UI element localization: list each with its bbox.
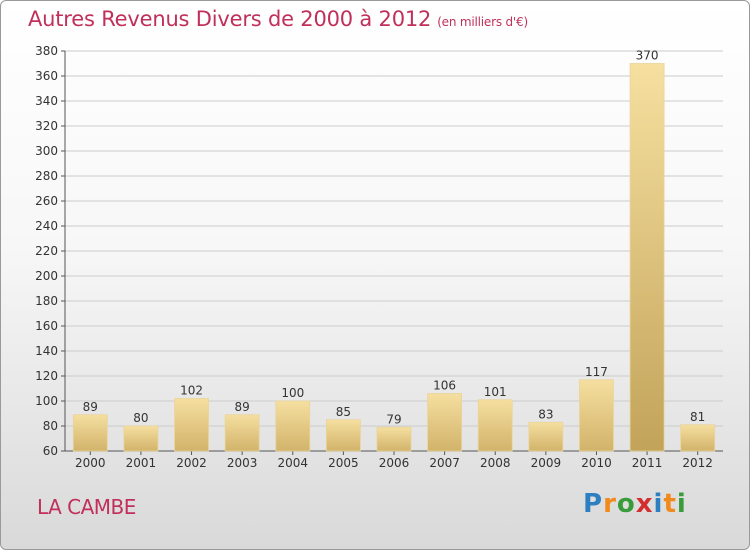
place-name: LA CAMBE	[37, 495, 136, 519]
logo-letter: x	[635, 489, 654, 519]
y-tick-label: 140	[35, 344, 58, 358]
bar-value-label: 101	[484, 385, 507, 399]
bar-value-label: 83	[538, 407, 553, 421]
bar-value-label: 89	[235, 400, 250, 414]
chart-title: Autres Revenus Divers de 2000 à 2012 (en …	[28, 7, 528, 31]
bar-value-label: 80	[133, 411, 148, 425]
bar-value-label: 85	[336, 405, 351, 419]
chart-subtitle: (en milliers d'€)	[437, 15, 528, 29]
bar	[629, 63, 665, 452]
x-tick-label: 2001	[126, 456, 157, 470]
y-tick-label: 340	[35, 94, 58, 108]
logo-letter: i	[676, 489, 687, 519]
x-tick-label: 2007	[429, 456, 460, 470]
x-tick-label: 2009	[531, 456, 562, 470]
y-tick-label: 320	[35, 119, 58, 133]
y-tick-label: 180	[35, 294, 58, 308]
bar	[528, 421, 564, 452]
bar	[427, 393, 463, 452]
x-tick-label: 2002	[176, 456, 207, 470]
bar	[477, 399, 513, 452]
x-tick-label: 2008	[480, 456, 511, 470]
y-tick-label: 200	[35, 269, 58, 283]
bar	[376, 426, 412, 452]
logo-letter: r	[603, 489, 617, 519]
bar	[325, 419, 361, 452]
y-tick-label: 240	[35, 219, 58, 233]
y-tick-label: 80	[43, 419, 58, 433]
proxiti-logo[interactable]: Proxiti	[583, 489, 687, 519]
bar-value-label: 102	[180, 384, 203, 398]
y-tick-label: 120	[35, 369, 58, 383]
bar	[174, 398, 209, 452]
x-tick-label: 2012	[682, 456, 713, 470]
logo-letter: o	[616, 489, 636, 519]
bar	[72, 414, 108, 452]
bar	[275, 400, 311, 452]
y-tick-label: 300	[35, 144, 58, 158]
bar-value-label: 79	[386, 412, 401, 426]
y-tick-label: 360	[35, 69, 58, 83]
logo-letter: P	[583, 489, 604, 519]
y-tick-label: 100	[35, 394, 58, 408]
bar-value-label: 81	[690, 410, 705, 424]
y-tick-label: 280	[35, 169, 58, 183]
bar-value-label: 89	[83, 400, 98, 414]
bar	[579, 379, 614, 452]
x-tick-label: 2011	[632, 456, 663, 470]
logo-letter: i	[653, 489, 664, 519]
x-tick-label: 2010	[581, 456, 612, 470]
y-tick-label: 380	[35, 44, 58, 58]
bar-value-label: 106	[433, 379, 456, 393]
bar-value-label: 117	[585, 365, 608, 379]
x-tick-label: 2005	[328, 456, 359, 470]
x-tick-label: 2003	[227, 456, 258, 470]
x-tick-label: 2004	[277, 456, 308, 470]
bar-value-label: 100	[281, 386, 304, 400]
bar-value-label: 370	[636, 49, 659, 63]
bar	[123, 425, 159, 452]
y-tick-label: 160	[35, 319, 58, 333]
y-tick-label: 220	[35, 244, 58, 258]
x-tick-label: 2000	[75, 456, 106, 470]
x-tick-label: 2006	[379, 456, 410, 470]
bar	[224, 414, 260, 452]
y-tick-label: 60	[43, 444, 58, 458]
bar	[680, 424, 716, 452]
chart-title-text: Autres Revenus Divers de 2000 à 2012	[28, 7, 432, 31]
y-tick-label: 260	[35, 194, 58, 208]
logo-letter: t	[663, 489, 677, 519]
